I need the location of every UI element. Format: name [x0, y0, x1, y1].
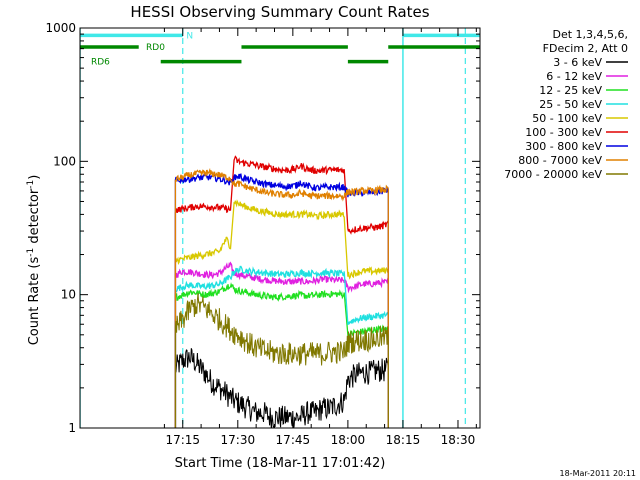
series-line-0 — [174, 348, 389, 428]
legend-entry-7: 800 - 7000 keV — [518, 154, 602, 167]
axes-layer: 17:15 17:30 17:45 18:00 18:15 18:30 1 10 100 1000 — [45, 21, 481, 447]
data-layer: N RD0 RD6 — [80, 28, 480, 428]
x-tick-label-4: 18:15 — [386, 433, 421, 447]
legend-entry-3: 25 - 50 keV — [539, 98, 602, 111]
series-line-3 — [174, 265, 389, 428]
series-line-2 — [174, 282, 389, 428]
x-tick-label-1: 17:30 — [221, 433, 256, 447]
plot-frame — [79, 27, 481, 429]
legend-entry-6: 300 - 800 keV — [525, 140, 602, 153]
legend-entry-1: 6 - 12 keV — [546, 70, 602, 83]
y-tick-label-3: 1000 — [45, 21, 76, 35]
legend-header-0: Det 1,3,4,5,6, — [552, 28, 628, 41]
x-tick-label-2: 17:45 — [276, 433, 311, 447]
plot-area — [80, 28, 480, 428]
timestamp: 18-Mar-2011 20:11 — [560, 469, 637, 478]
state-bar-label-0: N — [186, 31, 193, 41]
y-tick-label-2: 100 — [53, 154, 76, 168]
x-axis-label: Start Time (18-Mar-11 17:01:42) — [175, 456, 386, 471]
x-tick-label-0: 17:15 — [165, 433, 200, 447]
y-axis-label: Count Rate (s-1 detector-1) — [26, 175, 42, 346]
x-tick-label-5: 18:30 — [441, 433, 476, 447]
state-bar-label-2: RD6 — [91, 58, 110, 68]
chart-title: HESSI Observing Summary Count Rates — [130, 3, 429, 21]
series-line-4 — [174, 199, 389, 428]
series-line-7 — [174, 167, 389, 428]
legend-entry-8: 7000 - 20000 keV — [504, 168, 602, 181]
legend-header-1: FDecim 2, Att 0 — [543, 42, 628, 55]
state-bar-label-1: RD0 — [146, 43, 165, 53]
legend-entry-4: 50 - 100 keV — [532, 112, 602, 125]
x-tick-label-3: 18:00 — [331, 433, 366, 447]
series-line-5 — [174, 155, 389, 428]
legend-entry-5: 100 - 300 keV — [525, 126, 602, 139]
y-tick-label-1: 10 — [61, 288, 76, 302]
legend: Det 1,3,4,5,6,FDecim 2, Att 03 - 6 keV6 … — [504, 28, 628, 181]
series-line-1 — [174, 261, 389, 428]
legend-entry-2: 12 - 25 keV — [539, 84, 602, 97]
series-line-8 — [174, 292, 389, 428]
y-tick-label-0: 1 — [68, 421, 76, 435]
legend-entry-0: 3 - 6 keV — [553, 56, 602, 69]
